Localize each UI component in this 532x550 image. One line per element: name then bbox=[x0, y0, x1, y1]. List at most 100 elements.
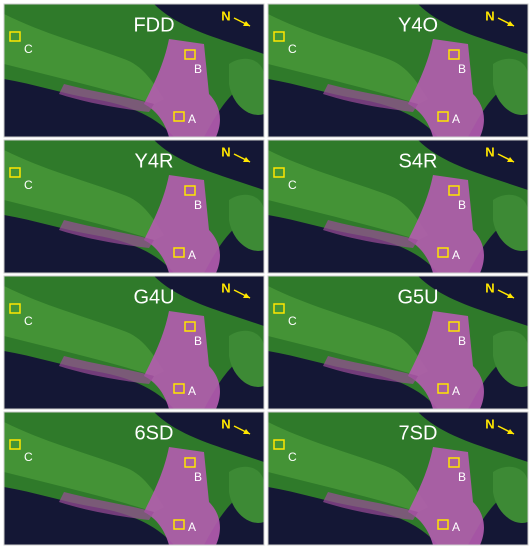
region-box bbox=[173, 519, 185, 530]
region-label: B bbox=[458, 470, 466, 484]
panel-title: Y4O bbox=[398, 14, 438, 36]
urban bbox=[408, 175, 484, 273]
region-box bbox=[448, 321, 460, 332]
north-label: N bbox=[221, 8, 230, 23]
region-label: C bbox=[288, 314, 297, 328]
satellite-image bbox=[4, 4, 264, 137]
north-arrow-head bbox=[507, 293, 514, 298]
region-box bbox=[437, 247, 449, 258]
region-label: A bbox=[452, 248, 460, 262]
region-label: A bbox=[452, 384, 460, 398]
region-box bbox=[184, 321, 196, 332]
panel-border bbox=[3, 139, 265, 274]
region-label: B bbox=[194, 334, 202, 348]
region-label: C bbox=[24, 450, 33, 464]
north-label: N bbox=[485, 144, 494, 159]
island bbox=[493, 330, 528, 387]
land-light bbox=[4, 14, 164, 104]
region-box bbox=[273, 31, 285, 42]
urban bbox=[408, 447, 484, 545]
urban-spread bbox=[59, 492, 154, 520]
region-box bbox=[184, 457, 196, 468]
panel-title: 7SD bbox=[399, 422, 438, 444]
panel-border bbox=[267, 139, 529, 274]
region-box bbox=[9, 439, 21, 450]
region-box bbox=[437, 519, 449, 530]
satellite-image bbox=[268, 412, 528, 545]
land-light bbox=[268, 14, 428, 104]
urban-spread bbox=[323, 84, 418, 112]
north-arrow-head bbox=[243, 157, 250, 162]
north-arrow-head bbox=[243, 21, 250, 26]
region-label: A bbox=[188, 384, 196, 398]
north-label: N bbox=[485, 416, 494, 431]
region-label: C bbox=[288, 178, 297, 192]
north-arrow-head bbox=[507, 157, 514, 162]
panel-border bbox=[267, 3, 529, 138]
region-label: B bbox=[458, 198, 466, 212]
region-box bbox=[184, 49, 196, 60]
image-panel: 6SD N C B A bbox=[3, 411, 265, 546]
island bbox=[229, 194, 264, 251]
urban-spread bbox=[59, 84, 154, 112]
region-box bbox=[173, 383, 185, 394]
urban bbox=[144, 311, 220, 409]
urban-spread bbox=[323, 220, 418, 248]
urban bbox=[144, 175, 220, 273]
region-box bbox=[273, 439, 285, 450]
urban bbox=[144, 39, 220, 137]
region-label: C bbox=[24, 178, 33, 192]
land-light bbox=[4, 286, 164, 376]
urban-spread bbox=[323, 492, 418, 520]
urban-spread bbox=[59, 356, 154, 384]
image-panel: Y4O N C B A bbox=[267, 3, 529, 138]
image-panel: S4R N C B A bbox=[267, 139, 529, 274]
panel-title: 6SD bbox=[135, 422, 174, 444]
urban-spread bbox=[59, 220, 154, 248]
land-light bbox=[268, 150, 428, 240]
region-label: B bbox=[458, 334, 466, 348]
image-panel: FDD N C B A bbox=[3, 3, 265, 138]
island bbox=[229, 466, 264, 523]
north-label: N bbox=[221, 416, 230, 431]
north-label: N bbox=[485, 280, 494, 295]
north-arrow-head bbox=[507, 429, 514, 434]
region-label: B bbox=[194, 470, 202, 484]
region-label: C bbox=[24, 42, 33, 56]
region-box bbox=[173, 111, 185, 122]
region-label: A bbox=[452, 520, 460, 534]
land-light bbox=[268, 286, 428, 376]
region-box bbox=[9, 303, 21, 314]
region-box bbox=[273, 303, 285, 314]
region-label: B bbox=[194, 62, 202, 76]
island bbox=[493, 194, 528, 251]
region-label: C bbox=[24, 314, 33, 328]
satellite-image bbox=[4, 412, 264, 545]
north-label: N bbox=[221, 144, 230, 159]
urban-spread bbox=[323, 356, 418, 384]
urban bbox=[408, 311, 484, 409]
region-label: A bbox=[452, 112, 460, 126]
urban bbox=[408, 39, 484, 137]
region-label: B bbox=[194, 198, 202, 212]
region-box bbox=[273, 167, 285, 178]
panel-border bbox=[267, 411, 529, 546]
north-arrow-head bbox=[243, 293, 250, 298]
region-label: B bbox=[458, 62, 466, 76]
satellite-image bbox=[268, 4, 528, 137]
image-panel: G5U N C B A bbox=[267, 275, 529, 410]
satellite-image bbox=[268, 276, 528, 409]
region-box bbox=[437, 383, 449, 394]
island bbox=[229, 330, 264, 387]
region-box bbox=[448, 49, 460, 60]
panel-title: G5U bbox=[397, 286, 438, 308]
region-box bbox=[448, 457, 460, 468]
land-light bbox=[268, 422, 428, 512]
region-box bbox=[448, 185, 460, 196]
satellite-image bbox=[4, 276, 264, 409]
panel-title: S4R bbox=[399, 150, 438, 172]
panel-title: Y4R bbox=[135, 150, 174, 172]
region-box bbox=[437, 111, 449, 122]
region-label: C bbox=[288, 450, 297, 464]
